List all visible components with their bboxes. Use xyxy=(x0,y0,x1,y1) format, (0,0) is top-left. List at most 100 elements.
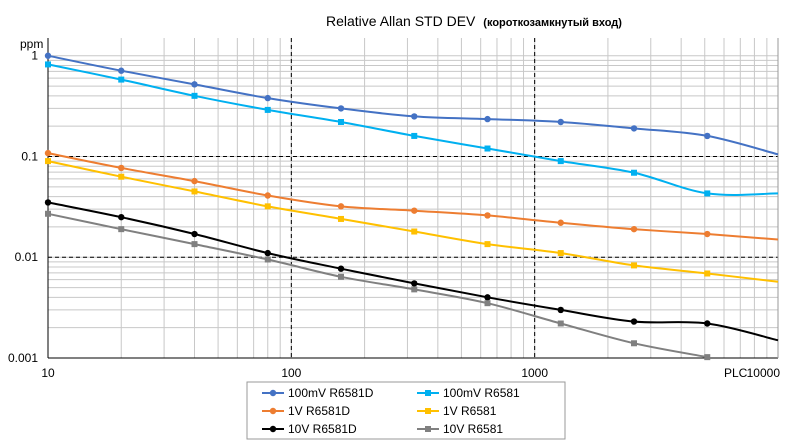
data-point xyxy=(264,94,271,102)
data-point xyxy=(264,249,271,257)
data-series xyxy=(44,52,779,361)
data-point xyxy=(264,203,271,210)
series-10v-r6581 xyxy=(45,210,711,361)
legend-entry: 100mV R6581 xyxy=(417,386,520,400)
chart-title: Relative Allan STD DEV (короткозамкнутый… xyxy=(326,13,622,29)
legend-label: 1V R6581 xyxy=(443,404,497,418)
data-point xyxy=(411,228,418,235)
series-line xyxy=(47,212,708,359)
chart-title-subtitle: (короткозамкнутый вход) xyxy=(483,17,622,29)
data-point xyxy=(338,118,345,125)
data-point xyxy=(45,158,51,165)
data-point xyxy=(631,262,638,269)
data-point xyxy=(557,306,564,314)
data-point xyxy=(338,273,345,280)
legend-entry: 1V R6581D xyxy=(262,404,350,418)
data-point xyxy=(337,203,345,210)
data-point xyxy=(484,145,491,152)
legend-box xyxy=(246,381,566,440)
series-1v-r6581d xyxy=(44,149,779,241)
data-point xyxy=(191,177,198,185)
series-100mv-r6581d xyxy=(44,52,779,156)
data-point xyxy=(264,256,271,263)
chart-title-main: Relative Allan STD DEV xyxy=(326,13,476,29)
data-point xyxy=(45,61,51,68)
data-point xyxy=(264,106,271,113)
legend-label: 10V R6581D xyxy=(288,422,357,436)
data-point xyxy=(118,226,125,233)
data-point xyxy=(704,230,711,238)
data-point xyxy=(704,190,711,197)
legend-label: 1V R6581D xyxy=(288,404,350,418)
data-point xyxy=(118,164,125,172)
y-tick-label: 0.001 xyxy=(8,351,38,365)
legend-entry: 1V R6581 xyxy=(417,404,497,418)
y-tick-label: 0.01 xyxy=(15,250,39,264)
data-point xyxy=(484,300,491,307)
data-point xyxy=(704,354,711,361)
legend-marker xyxy=(269,425,277,433)
x-tick-label: 1000 xyxy=(521,366,548,380)
data-point xyxy=(44,52,52,59)
data-point xyxy=(411,132,418,139)
data-point xyxy=(557,158,564,165)
data-point xyxy=(411,286,418,293)
data-point xyxy=(45,210,51,217)
data-point xyxy=(191,92,198,99)
data-point xyxy=(118,67,125,74)
data-point xyxy=(191,241,198,248)
data-point xyxy=(630,318,638,325)
data-point xyxy=(191,188,198,195)
data-point xyxy=(118,173,125,180)
series-100mv-r6581 xyxy=(45,61,779,197)
data-point xyxy=(484,241,491,248)
data-point xyxy=(118,76,125,83)
data-point xyxy=(631,340,638,347)
legend-label: 10V R6581 xyxy=(443,422,503,436)
data-point xyxy=(557,118,564,126)
data-point xyxy=(411,280,418,287)
data-point xyxy=(338,215,345,222)
data-point xyxy=(191,81,198,88)
data-point xyxy=(44,199,52,206)
y-tick-label: 0.1 xyxy=(21,149,38,163)
data-point xyxy=(337,105,345,112)
data-point xyxy=(557,250,564,257)
data-point xyxy=(411,113,418,120)
x-axis-label: PLC xyxy=(724,366,748,380)
data-point xyxy=(484,115,491,123)
legend-marker xyxy=(269,407,277,415)
data-point xyxy=(191,230,198,238)
data-point xyxy=(264,192,271,199)
y-tick-label: 1 xyxy=(31,49,38,63)
series-1v-r6581 xyxy=(45,158,779,283)
legend-label: 100mV R6581 xyxy=(443,386,520,400)
data-point xyxy=(704,132,711,140)
legend-entry: 100mV R6581D xyxy=(262,386,374,400)
legend-entry: 10V R6581 xyxy=(417,422,503,436)
legend: 100mV R6581D 100mV R6581 1V R6581D 1V R6581… xyxy=(246,381,566,440)
data-point xyxy=(631,169,638,176)
legend-label: 100mV R6581D xyxy=(288,386,374,400)
data-point xyxy=(630,225,638,233)
data-point xyxy=(484,212,491,219)
data-point xyxy=(484,294,491,301)
legend-marker xyxy=(425,408,431,414)
series-10v-r6581d xyxy=(44,199,779,342)
legend-marker xyxy=(269,389,277,397)
axis-ticks: 10 100 1000 10000 1 0.1 0.01 0.001 xyxy=(8,49,780,380)
data-point xyxy=(704,320,711,327)
y-axis-label: ppm xyxy=(20,37,43,51)
legend-marker xyxy=(425,426,431,432)
data-point xyxy=(557,219,564,226)
x-tick-label: 10000 xyxy=(747,366,781,380)
data-point xyxy=(704,270,711,277)
data-point xyxy=(411,207,418,214)
data-point xyxy=(44,149,52,157)
data-point xyxy=(557,320,564,327)
legend-entry: 10V R6581D xyxy=(262,422,357,436)
x-tick-label: 10 xyxy=(41,366,55,380)
x-tick-label: 100 xyxy=(281,366,301,380)
